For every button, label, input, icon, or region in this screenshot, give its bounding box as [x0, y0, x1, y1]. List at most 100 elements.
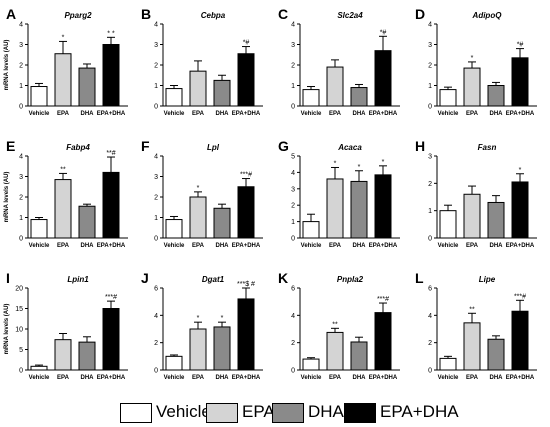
panel-letter: K — [278, 270, 288, 286]
bar-epa — [326, 178, 344, 239]
panel-letter: F — [141, 138, 150, 154]
y-tick-label: 0 — [154, 368, 158, 375]
significance-marker: * — [382, 159, 385, 166]
legend-label-dha: DHA — [308, 402, 344, 421]
x-tick-label: EPA — [329, 375, 342, 381]
significance-marker: * — [334, 160, 337, 167]
panel-title: Dgat1 — [202, 275, 225, 284]
significance-marker: ** — [332, 321, 338, 328]
y-tick-label: 4 — [428, 22, 432, 29]
bar-epa-dha — [237, 298, 255, 371]
y-axis-label: mRNA levels (AU) — [4, 40, 10, 91]
x-tick-label: EPA — [57, 111, 70, 117]
bar-epa-dha — [511, 57, 529, 107]
panel-title: Fabp4 — [66, 143, 90, 152]
panel-title: Lpin1 — [67, 275, 89, 284]
bar-vehicle — [165, 219, 183, 239]
y-tick-label: 0 — [19, 104, 23, 111]
y-tick-label: 2 — [428, 63, 432, 70]
bar-dha — [350, 180, 368, 239]
panel-title: Pparg2 — [64, 11, 92, 20]
x-tick-label: DHA — [216, 375, 230, 381]
y-tick-label: 3 — [428, 42, 432, 49]
y-tick-label: 3 — [291, 42, 295, 49]
x-tick-label: EPA+DHA — [97, 111, 126, 117]
x-tick-label: Vehicle — [438, 243, 459, 249]
y-tick-label: 6 — [428, 286, 432, 293]
significance-marker: ***$ # — [237, 281, 255, 288]
y-tick-label: 1 — [19, 83, 23, 90]
y-tick-label: 10 — [15, 327, 23, 334]
legend-label-vehicle: Vehicle — [156, 402, 211, 421]
x-tick-label: EPA — [329, 111, 342, 117]
bar-vehicle — [439, 210, 457, 239]
x-tick-label: Vehicle — [301, 375, 322, 381]
bar-epa-dha — [102, 308, 120, 371]
y-tick-label: 0 — [19, 236, 23, 243]
bar-epa-dha — [374, 50, 392, 107]
bar-vehicle — [30, 86, 48, 107]
x-tick-label: DHA — [490, 111, 504, 117]
x-tick-label: Vehicle — [29, 375, 50, 381]
y-tick-label: 5 — [291, 154, 295, 161]
x-tick-label: Vehicle — [301, 243, 322, 249]
bar-vehicle — [30, 219, 48, 239]
x-tick-label: Vehicle — [29, 111, 50, 117]
y-tick-label: 0 — [154, 104, 158, 111]
y-tick-label: 0 — [19, 368, 23, 375]
bar-dha — [213, 207, 231, 239]
panel-letter: I — [6, 270, 10, 286]
y-tick-label: 3 — [428, 154, 432, 161]
x-tick-label: EPA+DHA — [369, 375, 398, 381]
panel-letter: L — [415, 270, 424, 286]
y-tick-label: 0 — [428, 104, 432, 111]
panel-i: I Lpin1 mRNA levels (AU) 0 5 10 15 20 Vehicle EPA… — [4, 270, 128, 381]
significance-marker: * — [471, 55, 474, 62]
panel-c: C Slc2a4 0 1 2 3 4 Vehicle EPA DHA *# EPA+DHA — [278, 6, 400, 117]
x-tick-label: EPA — [466, 243, 479, 249]
y-tick-label: 2 — [19, 63, 23, 70]
panel-j: J Dgat1 0 2 4 6 Vehicle * EPA * DHA ***$ # EPA+DHA — [141, 270, 263, 381]
bar-dha — [78, 67, 96, 107]
y-tick-label: 1 — [291, 219, 295, 226]
y-tick-label: 1 — [154, 215, 158, 222]
bar-vehicle — [439, 89, 457, 107]
legend-swatch-epa — [206, 403, 238, 423]
x-tick-label: DHA — [216, 243, 230, 249]
panel-b: B Cebpa 0 1 2 3 4 Vehicle EPA DHA *# EPA+DHA — [141, 6, 263, 117]
bar-dha — [78, 341, 96, 371]
x-tick-label: Vehicle — [301, 111, 322, 117]
y-tick-label: 2 — [154, 63, 158, 70]
significance-marker: * — [197, 185, 200, 192]
panel-title: Lipe — [479, 275, 496, 284]
x-tick-label: Vehicle — [438, 111, 459, 117]
panel-letter: A — [6, 6, 16, 22]
panel-title: AdipoQ — [472, 11, 503, 20]
significance-marker: ** — [469, 306, 475, 313]
y-tick-label: 4 — [291, 170, 295, 177]
panel-letter: J — [141, 270, 149, 286]
y-tick-label: 4 — [428, 313, 432, 320]
bar-dha — [487, 201, 505, 239]
legend-swatch-dha — [272, 403, 304, 423]
bar-epa-dha — [237, 53, 255, 107]
y-tick-label: 2 — [428, 181, 432, 188]
y-tick-label: 4 — [19, 154, 23, 161]
y-tick-label: 0 — [428, 236, 432, 243]
significance-marker: ***# — [240, 172, 252, 179]
x-tick-label: EPA — [192, 243, 205, 249]
bar-epa-dha — [511, 181, 529, 239]
y-tick-label: 2 — [154, 195, 158, 202]
significance-marker: ***# — [514, 293, 526, 300]
bar-epa — [463, 193, 481, 239]
x-tick-label: EPA+DHA — [506, 111, 535, 117]
bar-epa — [326, 66, 344, 107]
bar-epa — [463, 322, 481, 371]
legend-swatch-epa-dha — [344, 403, 376, 423]
panel-e: E Fabp4 mRNA levels (AU) 0 1 2 3 4 Vehicle ** EPA D… — [4, 138, 128, 249]
bar-dha — [350, 341, 368, 371]
x-tick-label: Vehicle — [438, 375, 459, 381]
x-tick-label: EPA — [466, 111, 479, 117]
y-axis-label: mRNA levels (AU) — [4, 304, 10, 355]
y-tick-label: 2 — [291, 63, 295, 70]
